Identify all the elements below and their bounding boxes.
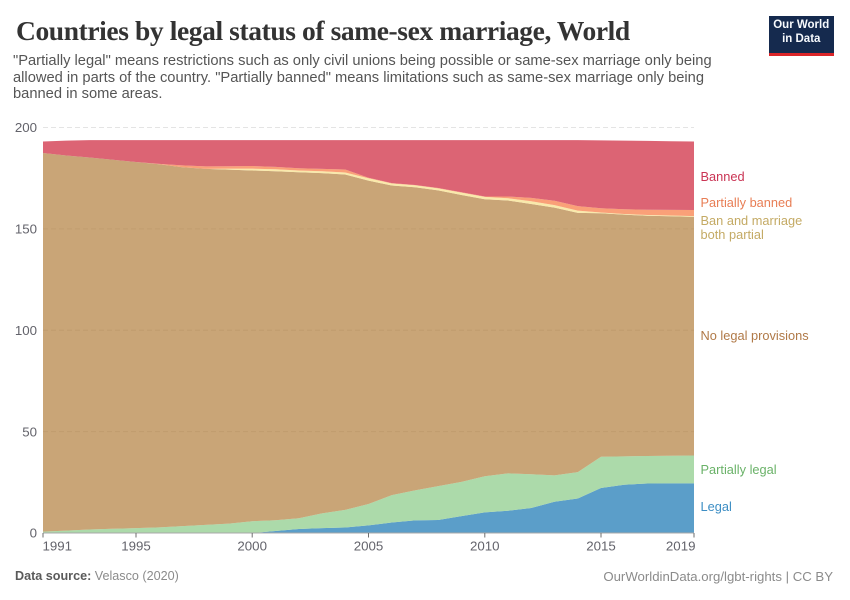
svg-text:0: 0 bbox=[30, 526, 37, 541]
svg-text:1995: 1995 bbox=[121, 539, 151, 554]
svg-text:50: 50 bbox=[22, 424, 37, 439]
svg-text:2010: 2010 bbox=[470, 539, 500, 554]
svg-text:150: 150 bbox=[15, 222, 37, 237]
svg-text:100: 100 bbox=[15, 323, 37, 338]
svg-text:1991: 1991 bbox=[43, 539, 73, 554]
svg-text:2015: 2015 bbox=[586, 539, 616, 554]
svg-text:2000: 2000 bbox=[237, 539, 267, 554]
svg-text:200: 200 bbox=[15, 120, 37, 135]
svg-text:2019: 2019 bbox=[666, 539, 696, 554]
svg-text:2005: 2005 bbox=[354, 539, 384, 554]
